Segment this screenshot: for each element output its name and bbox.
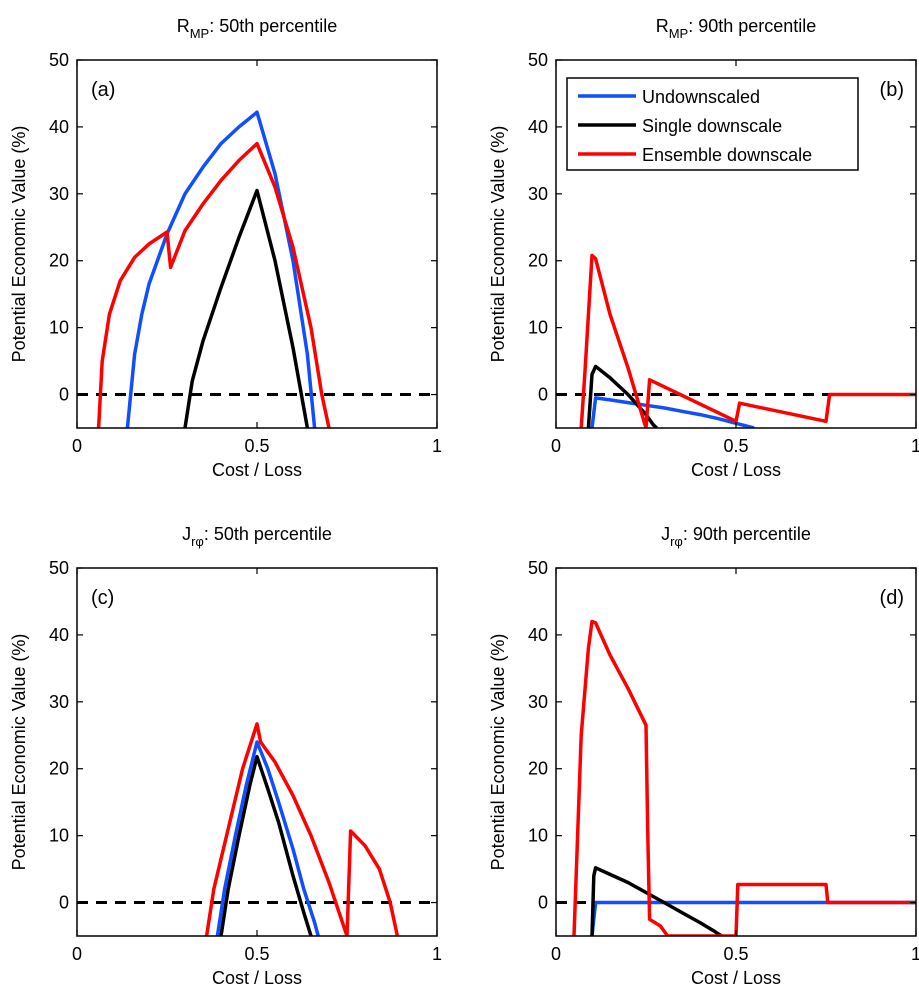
panel-a-ytick-label: 10 [49,318,69,338]
panel-d-xtick-label: 0 [551,944,561,964]
panel-c-series-single-downscale [219,754,313,936]
panel-c-xtick-label: 0 [72,944,82,964]
panel-d: Jrφ: 90th percentile 0 10 20 30 40 50 0 0.5 1 Cost… [488,524,919,988]
legend-label-ensemble: Ensemble downscale [642,145,812,165]
panel-b-xlabel: Cost / Loss [691,460,781,480]
panel-a-ytick-label: 40 [49,117,69,137]
panel-c-ytick-label: 0 [59,893,69,913]
panel-d-ytick-label: 10 [528,826,548,846]
panel-a-xtick-label: 0 [72,436,82,456]
panel-a-series-ensemble-downscale [96,141,331,428]
panel-b-ytick-label: 0 [538,385,548,405]
panel-c-ylabel: Potential Economic Value (%) [9,634,29,871]
panel-a-ytick-label: 30 [49,184,69,204]
panel-a-xlabel: Cost / Loss [212,460,302,480]
panel-c: Jrφ: 50th percentile 0 10 20 30 40 50 0 0.5 1 Cost… [9,524,442,988]
panel-d-axes-box [555,567,917,937]
legend-label-undownscaled: Undownscaled [642,87,760,107]
legend: Undownscaled Single downscale Ensemble d… [566,77,859,171]
panel-c-series-undownscaled [215,740,320,936]
panel-c-xtick-label: 1 [432,944,442,964]
panel-d-xtick-label: 0.5 [723,944,748,964]
panel-a-xtick-label: 0.5 [244,436,269,456]
panel-b-ytick-label: 10 [528,318,548,338]
panel-b-series-single-downscale [586,364,658,428]
panel-c-xlabel: Cost / Loss [212,968,302,988]
panel-b-ytick-label: 40 [528,117,548,137]
panel-d-xtick-label: 1 [911,944,919,964]
panel-b-ytick-label: 50 [528,50,548,70]
panel-c-series-ensemble-downscale [204,722,400,936]
panel-a-series-single-downscale [183,188,310,428]
panel-d-ytick-label: 20 [528,759,548,779]
panel-d-series-ensemble-downscale [572,619,916,936]
panel-a-label: (a) [91,79,115,101]
panel-b: RMP: 90th percentile 0 10 20 30 40 50 0 0.5 1 Cost… [488,16,919,480]
panel-c-ytick-label: 10 [49,826,69,846]
panel-b-title: RMP: 90th percentile [656,16,817,41]
panel-d-label: (d) [880,587,904,609]
panel-d-ytick-label: 40 [528,625,548,645]
panel-d-ytick-label: 30 [528,692,548,712]
panel-b-xtick-label: 1 [911,436,919,456]
panel-b-ytick-label: 30 [528,184,548,204]
panel-a-xtick-label: 1 [432,436,442,456]
panel-a-ytick-label: 50 [49,50,69,70]
panel-d-title: Jrφ: 90th percentile [661,524,811,549]
panel-c-label: (c) [91,587,114,609]
panel-b-series-ensemble-downscale [579,253,916,428]
legend-label-single: Single downscale [642,116,782,136]
panel-d-ytick-label: 0 [538,893,548,913]
panel-b-label: (b) [880,79,904,101]
panel-a-title: RMP: 50th percentile [177,16,338,41]
panel-d-series-single-downscale [590,866,723,936]
panel-c-ytick-label: 50 [49,558,69,578]
panel-c-title: Jrφ: 50th percentile [182,524,332,549]
panel-a-ytick-label: 20 [49,251,69,271]
panel-b-xtick-label: 0 [551,436,561,456]
panel-b-xtick-label: 0.5 [723,436,748,456]
panel-c-ytick-label: 20 [49,759,69,779]
panel-c-ytick-label: 40 [49,625,69,645]
panel-a-ylabel: Potential Economic Value (%) [9,126,29,363]
panel-a-ytick-label: 0 [59,385,69,405]
panel-d-xlabel: Cost / Loss [691,968,781,988]
panel-c-ytick-label: 30 [49,692,69,712]
panel-d-ylabel: Potential Economic Value (%) [488,634,508,871]
panel-a: RMP: 50th percentile 0 10 20 30 40 50 0 0.5 1 Cost… [9,16,442,480]
panel-b-ylabel: Potential Economic Value (%) [488,126,508,363]
panel-d-ytick-label: 50 [528,558,548,578]
panel-b-series-undownscaled [590,396,755,428]
panel-b-ytick-label: 20 [528,251,548,271]
panel-d-series-undownscaled [590,900,916,936]
panel-a-series-undownscaled [125,110,317,428]
panel-c-xtick-label: 0.5 [244,944,269,964]
